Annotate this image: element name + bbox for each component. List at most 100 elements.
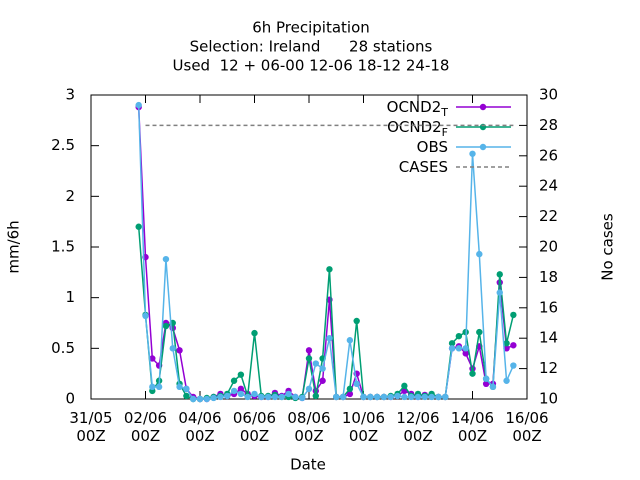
data-point: [503, 345, 510, 352]
title: 6h Precipitation: [252, 19, 370, 37]
data-point: [469, 370, 476, 377]
y2-tick-label: 20: [539, 238, 558, 256]
x-tick-label: 04/06 00Z: [178, 409, 222, 445]
data-point: [353, 380, 360, 387]
data-point: [414, 393, 422, 401]
y-tick-label: 0: [65, 390, 75, 408]
data-point: [353, 317, 360, 325]
data-point: [448, 345, 456, 352]
data-point: [455, 332, 463, 340]
data-point: [421, 393, 429, 401]
data-point: [305, 385, 313, 393]
data-point: [476, 250, 483, 258]
x-tick-label: 02/06 00Z: [123, 409, 168, 445]
data-point: [435, 393, 442, 401]
x-tick-label: 31/05 00Z: [69, 409, 113, 445]
data-point: [469, 150, 476, 157]
data-point: [285, 390, 292, 398]
data-point: [319, 377, 326, 384]
data-point: [237, 385, 245, 393]
data-point: [407, 393, 415, 401]
data-point: [135, 101, 142, 109]
data-point: [319, 365, 326, 372]
data-point: [401, 393, 408, 401]
subtitle: Used 12 + 06-00 12-06 18-12 24-18: [173, 57, 450, 75]
data-point: [346, 385, 354, 393]
data-point: [271, 393, 279, 401]
data-point: [264, 393, 272, 401]
data-point: [428, 393, 435, 401]
data-point: [183, 392, 190, 400]
data-point: [183, 385, 190, 393]
y2-tick-label: 24: [539, 177, 558, 195]
data-point: [149, 383, 156, 391]
legend-text: OCND2: [387, 118, 442, 136]
data-point: [462, 345, 469, 352]
data-point: [442, 393, 449, 401]
data-point: [196, 395, 204, 403]
data-point: [251, 390, 258, 398]
data-point: [367, 393, 374, 401]
y2-tick-label: 30: [539, 86, 558, 104]
legend-marker: [479, 103, 487, 111]
x-tick-label: 12/06 00Z: [396, 409, 440, 445]
data-point: [373, 393, 381, 401]
legend-marker: [479, 143, 487, 151]
data-point: [346, 390, 354, 398]
data-point: [503, 377, 510, 384]
legend-label: OCND2T: [387, 98, 449, 120]
data-point: [210, 394, 217, 402]
data-point: [387, 393, 394, 401]
y2-tick-label: 28: [539, 116, 558, 134]
y-axis-label: mm/6h: [5, 220, 23, 273]
data-point: [305, 355, 313, 362]
y2-tick-label: 18: [539, 268, 558, 286]
data-point: [339, 393, 347, 401]
y2-axis-label: No cases: [599, 213, 617, 281]
data-point: [510, 311, 517, 319]
data-point: [312, 392, 320, 400]
x-tick-label: 08/06 00Z: [287, 409, 331, 445]
data-point: [394, 392, 401, 400]
data-point: [237, 371, 245, 378]
data-point: [189, 395, 197, 403]
data-point: [326, 266, 333, 273]
data-point: [333, 393, 340, 401]
data-point: [142, 312, 149, 320]
y2-tick-label: 10: [539, 390, 558, 408]
data-point: [298, 394, 306, 402]
x-axis-label: Date: [290, 456, 326, 474]
subtitle: Selection: Ireland 28 stations: [190, 38, 433, 56]
data-point: [203, 395, 211, 403]
legend-label: OCND2F: [387, 118, 448, 140]
data-point: [224, 392, 231, 400]
data-point: [292, 393, 299, 401]
data-point: [476, 328, 483, 336]
legend-text: CASES: [399, 158, 448, 176]
data-point: [230, 377, 238, 384]
series-line: [137, 226, 515, 400]
y-tick-label: 2.5: [51, 136, 75, 154]
data-point: [176, 383, 183, 391]
data-point: [503, 340, 510, 347]
data-point: [448, 340, 456, 347]
data-point: [237, 390, 245, 398]
data-point: [305, 347, 313, 354]
data-point: [258, 393, 265, 401]
y-tick-label: 0.5: [51, 339, 75, 357]
y2-tick-label: 22: [539, 207, 558, 225]
data-point: [496, 289, 503, 296]
data-point: [135, 223, 142, 230]
data-point: [244, 393, 251, 401]
legend-label: OBS: [417, 138, 448, 156]
data-point: [401, 382, 408, 390]
y-tick-label: 3: [65, 86, 75, 104]
data-point: [176, 347, 183, 354]
x-tick-label: 14/06 00Z: [450, 409, 495, 445]
data-point: [326, 335, 333, 342]
data-point: [380, 393, 388, 401]
y2-tick-label: 16: [539, 298, 558, 316]
data-point: [251, 329, 258, 337]
data-point: [360, 393, 367, 401]
